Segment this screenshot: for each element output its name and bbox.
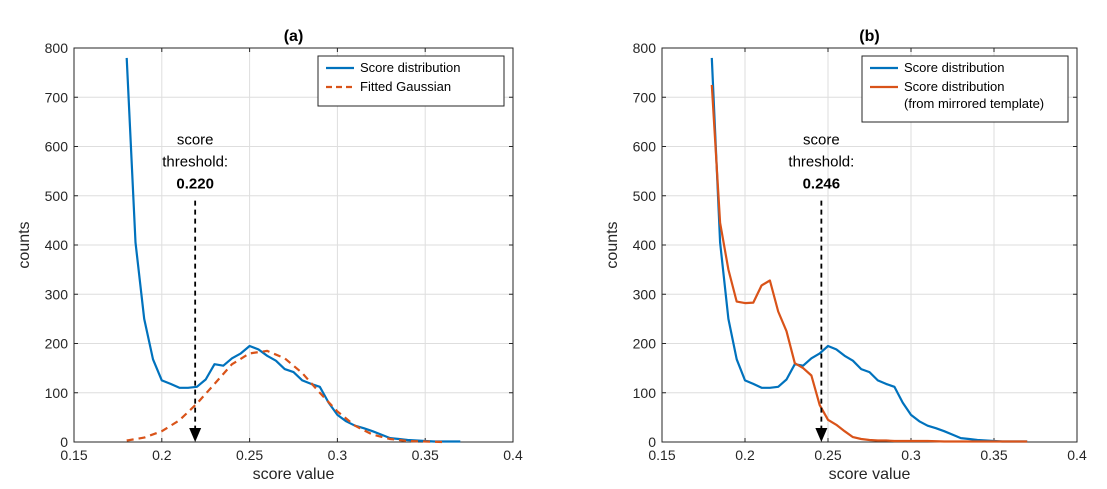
- chart-a-y-tick-label: 700: [45, 89, 69, 105]
- chart-a-y-tick-label: 300: [45, 286, 69, 302]
- chart-b-y-tick-label: 400: [633, 237, 657, 253]
- chart-a-x-tick-label: 0.25: [236, 447, 263, 463]
- chart-b-y-tick-label: 200: [633, 336, 657, 352]
- chart-b-legend-entry-2-line2: (from mirrored template): [904, 96, 1044, 111]
- chart-a-title: (a): [284, 28, 304, 45]
- chart-b-threshold-label-line1: score: [803, 132, 840, 149]
- chart-a-grid: [73, 47, 514, 443]
- chart-a-y-tick-label: 500: [45, 188, 69, 204]
- chart-a-x-tick-label: 0.3: [328, 447, 348, 463]
- chart-b-legend-entry-2: Score distribution: [904, 79, 1004, 94]
- chart-b-x-tick-label: 0.15: [648, 447, 675, 463]
- chart-b-y-tick-label: 600: [633, 139, 657, 155]
- chart-a-y-tick-label: 0: [60, 434, 68, 450]
- chart-a-y-tick-label: 800: [45, 40, 69, 56]
- chart-a-series-line-2: [126, 349, 443, 444]
- chart-a-y-tick-label: 100: [45, 385, 69, 401]
- chart-a-threshold-label-line1: score: [177, 132, 214, 149]
- chart-panel-b: 0.15 0.2 0.25 0.3 0.35 0.4 0 100 200 300 400 500 600…: [604, 28, 1087, 483]
- chart-a-x-tick-label: 0.4: [503, 447, 523, 463]
- chart-a-threshold-value: 0.220: [176, 176, 214, 193]
- chart-b-y-tick-label: 100: [633, 385, 657, 401]
- chart-b-threshold-label-line2: threshold:: [788, 154, 854, 171]
- chart-b-threshold-arrow-head: [815, 428, 828, 442]
- chart-a-legend-entry-1: Score distribution: [360, 60, 460, 75]
- chart-b-x-tick-label: 0.25: [814, 447, 841, 463]
- chart-a-y-axis-label: counts: [16, 221, 33, 268]
- chart-b-title: (b): [859, 28, 879, 45]
- chart-b-legend-entry-1: Score distribution: [904, 60, 1004, 75]
- chart-a-legend: Score distribution Fitted Gaussian: [317, 55, 505, 107]
- chart-a-x-tick-label: 0.2: [152, 447, 172, 463]
- chart-b-x-tick-label: 0.3: [901, 447, 921, 463]
- chart-a-x-axis-label: score value: [253, 466, 335, 483]
- chart-a-legend-box: [317, 55, 505, 107]
- chart-b-y-tick-label: 800: [633, 40, 657, 56]
- chart-b-y-tick-label: 500: [633, 188, 657, 204]
- chart-a-threshold-arrow-head: [189, 428, 202, 442]
- chart-b-y-axis-label: counts: [604, 221, 621, 268]
- chart-a-threshold-label-line2: threshold:: [162, 154, 228, 171]
- chart-b-x-tick-label: 0.2: [735, 447, 755, 463]
- chart-b-x-tick-label: 0.35: [980, 447, 1007, 463]
- chart-a-y-tick-label: 200: [45, 336, 69, 352]
- chart-b-legend: Score distribution Score distribution (fro…: [861, 55, 1069, 123]
- chart-b-series-line-2: [710, 84, 1028, 443]
- chart-b-x-tick-label: 0.4: [1067, 447, 1087, 463]
- chart-b-y-tick-label: 300: [633, 286, 657, 302]
- chart-a-x-tick-label: 0.15: [60, 447, 87, 463]
- chart-a-y-tick-label: 400: [45, 237, 69, 253]
- chart-a-series-line-1: [125, 57, 461, 443]
- chart-b-y-tick-label: 700: [633, 89, 657, 105]
- chart-a-y-tick-label: 600: [45, 139, 69, 155]
- chart-panel-a: 0.15 0.2 0.25 0.3 0.35 0.4 0 100 200 300 400 500 600…: [16, 28, 523, 483]
- chart-a-x-tick-label: 0.35: [412, 447, 439, 463]
- chart-a-legend-entry-2: Fitted Gaussian: [360, 79, 451, 94]
- chart-b-y-tick-label: 0: [648, 434, 656, 450]
- chart-b-series-line-1: [710, 57, 1028, 443]
- chart-b-threshold-value: 0.246: [803, 176, 841, 193]
- chart-b-x-axis-label: score value: [829, 466, 911, 483]
